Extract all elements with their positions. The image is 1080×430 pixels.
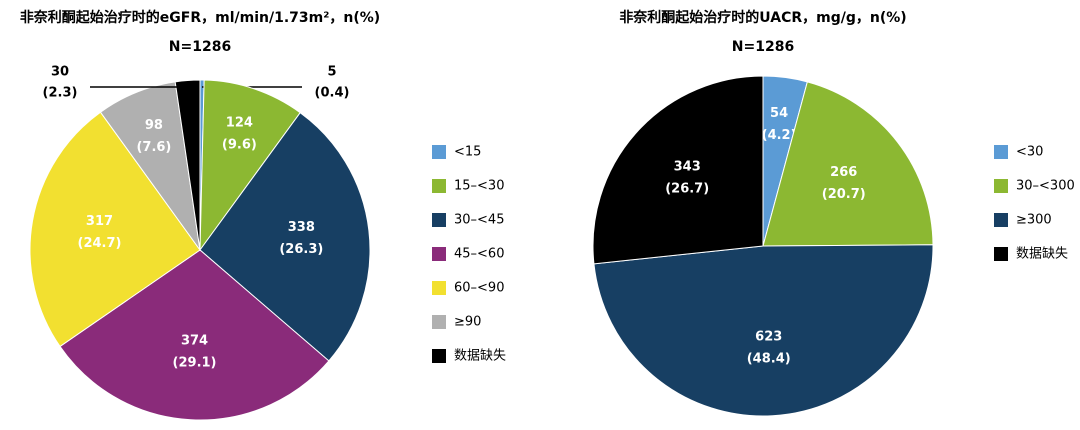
pie-slice bbox=[592, 75, 764, 265]
value-label: 124 bbox=[226, 116, 253, 131]
legend-label: 数据缺失 bbox=[1016, 247, 1068, 262]
legend-label: 数据缺失 bbox=[454, 349, 506, 364]
percent-label: (9.6) bbox=[222, 138, 257, 153]
pie-slice bbox=[593, 244, 934, 417]
value-label: 5 bbox=[327, 65, 336, 80]
value-label: 30 bbox=[51, 65, 69, 80]
pie-slice bbox=[199, 111, 371, 362]
legend-swatch bbox=[432, 179, 446, 193]
pie-slice bbox=[59, 249, 330, 421]
chart-title: 非奈利酮起始治疗时的eGFR，ml/min/1.73m²，n(%) bbox=[20, 9, 380, 26]
value-label: 98 bbox=[145, 118, 163, 133]
value-label: 623 bbox=[755, 329, 782, 344]
percent-label: (2.3) bbox=[43, 86, 78, 101]
legend-swatch bbox=[432, 281, 446, 295]
percent-label: (7.6) bbox=[136, 140, 171, 155]
percent-label: (26.3) bbox=[279, 242, 323, 257]
legend-swatch bbox=[994, 213, 1008, 227]
percent-label: (48.4) bbox=[747, 351, 791, 366]
legend-swatch bbox=[994, 145, 1008, 159]
legend-swatch bbox=[994, 247, 1008, 261]
legend-swatch bbox=[994, 179, 1008, 193]
legend-swatch bbox=[432, 213, 446, 227]
legend-label: ≥90 bbox=[454, 315, 481, 330]
pie-slice bbox=[29, 111, 201, 348]
percent-label: (26.7) bbox=[665, 181, 709, 196]
percent-label: (29.1) bbox=[173, 355, 217, 370]
value-label: 338 bbox=[288, 220, 315, 235]
chart-subtitle: N=1286 bbox=[169, 39, 231, 55]
legend-swatch bbox=[432, 247, 446, 261]
legend-label: <30 bbox=[1016, 145, 1043, 160]
legend-label: ≥300 bbox=[1016, 213, 1052, 228]
percent-label: (20.7) bbox=[822, 187, 866, 202]
legend-label: 30–<300 bbox=[1016, 179, 1075, 194]
legend-swatch bbox=[432, 349, 446, 363]
chart-title: 非奈利酮起始治疗时的UACR，mg/g，n(%) bbox=[619, 9, 906, 26]
pie-slice bbox=[199, 79, 301, 252]
percent-label: (24.7) bbox=[78, 236, 122, 251]
value-label: 374 bbox=[181, 333, 208, 348]
legend-label: 30–<45 bbox=[454, 213, 504, 228]
value-label: 343 bbox=[674, 159, 701, 174]
legend-label: 45–<60 bbox=[454, 247, 504, 262]
percent-label: (4.2) bbox=[762, 128, 797, 143]
percent-label: (0.4) bbox=[315, 86, 350, 101]
value-label: 54 bbox=[770, 106, 788, 121]
legend-label: <15 bbox=[454, 145, 481, 160]
chart-subtitle: N=1286 bbox=[732, 39, 794, 55]
legend-label: 15–<30 bbox=[454, 179, 504, 194]
pie-slice bbox=[174, 79, 201, 251]
value-label: 266 bbox=[830, 165, 857, 180]
pie-slice bbox=[762, 81, 934, 247]
legend-swatch bbox=[432, 145, 446, 159]
legend-swatch bbox=[432, 315, 446, 329]
value-label: 317 bbox=[86, 214, 113, 229]
legend-label: 60–<90 bbox=[454, 281, 504, 296]
